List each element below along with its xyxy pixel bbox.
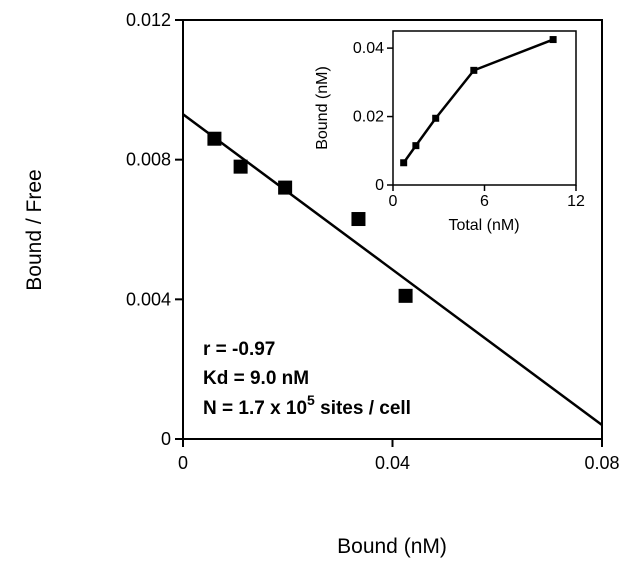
inset-data-points xyxy=(400,36,557,167)
annotation-n: N = 1.7 x 105 sites / cell xyxy=(203,392,411,419)
inset-y-axis-title: Bound (nM) xyxy=(314,66,331,150)
annotation-n-prefix: N = 1.7 x 10 xyxy=(203,398,307,419)
inset-x-tick-label: 6 xyxy=(480,193,489,210)
inset-data-point xyxy=(432,114,440,122)
inset-data-point xyxy=(549,36,557,44)
main-x-ticks: 0 0.04 0.08 xyxy=(178,439,620,473)
main-y-ticks: 0 0.004 0.008 0.012 xyxy=(126,10,183,449)
inset-x-axis-title: Total (nM) xyxy=(448,217,519,234)
main-data-point xyxy=(233,159,248,174)
main-y-tick-label: 0 xyxy=(161,429,171,449)
main-y-tick-label: 0.004 xyxy=(126,289,171,309)
inset-plot-frame xyxy=(392,30,577,186)
main-y-tick-label: 0.012 xyxy=(126,10,171,30)
main-y-tick-label: 0.008 xyxy=(126,150,171,170)
fit-line xyxy=(182,113,603,427)
main-data-points xyxy=(207,131,413,303)
inset-data-point xyxy=(470,66,478,74)
main-x-tick-label: 0.04 xyxy=(375,453,410,473)
inset-y-tick-label: 0 xyxy=(375,177,384,194)
y-axis-title: Bound / Free xyxy=(23,169,46,290)
inset-y-ticks: 0 0.02 0.04 xyxy=(353,40,393,194)
x-axis-title: Bound (nM) xyxy=(337,535,447,558)
main-data-point xyxy=(207,131,222,146)
annotation-n-suffix: sites / cell xyxy=(315,398,411,419)
main-data-point xyxy=(398,288,413,303)
main-data-point xyxy=(351,212,366,227)
inset-y-tick-label: 0.04 xyxy=(353,40,384,57)
inset-y-tick-label: 0.02 xyxy=(353,109,384,126)
main-x-tick-label: 0 xyxy=(178,453,188,473)
annotation-kd: Kd = 9.0 nM xyxy=(203,368,309,389)
inset-data-point xyxy=(400,159,408,167)
annotation-n-exponent: 5 xyxy=(307,392,315,408)
inset-x-tick-label: 12 xyxy=(567,193,585,210)
annotation-r: r = -0.97 xyxy=(203,339,275,360)
main-data-point xyxy=(278,180,293,195)
inset-x-tick-label: 0 xyxy=(389,193,398,210)
inset-x-ticks: 0 6 12 xyxy=(389,185,585,210)
main-x-tick-label: 0.08 xyxy=(584,453,619,473)
inset-data-point xyxy=(412,142,420,150)
